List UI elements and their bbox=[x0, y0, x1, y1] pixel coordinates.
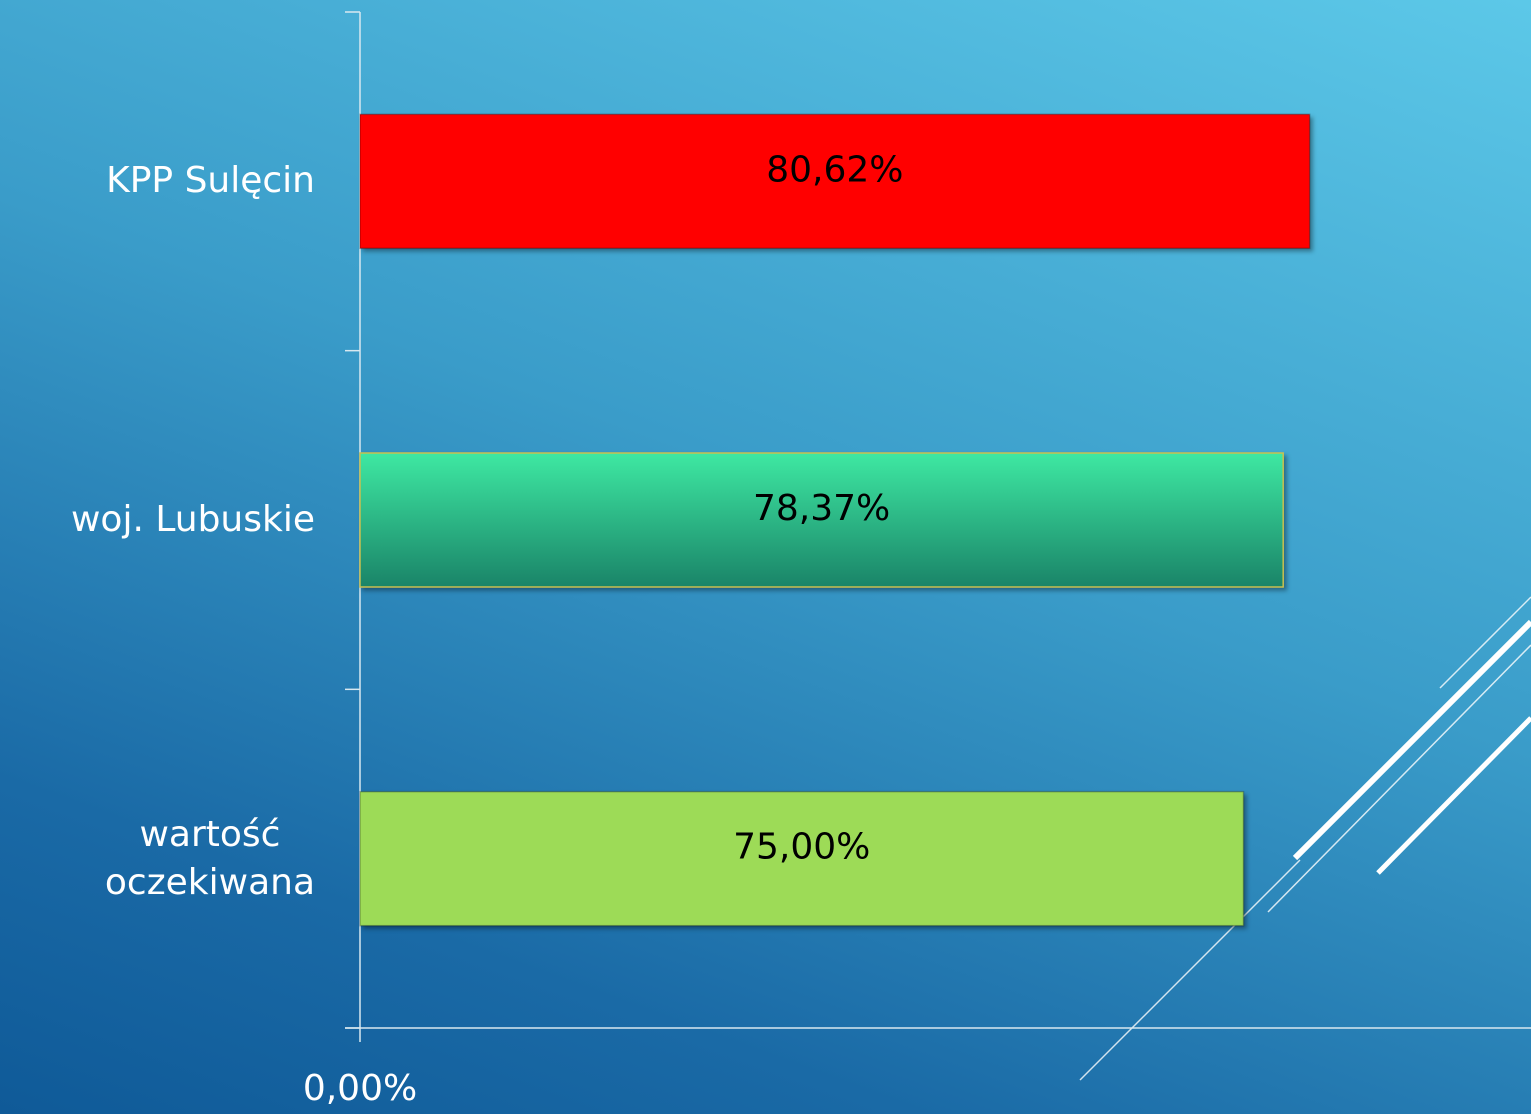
y-tick-label: wartość oczekiwana bbox=[104, 813, 315, 903]
y-tick-label: woj. Lubuskie bbox=[70, 499, 315, 540]
value-label: 78,37% bbox=[753, 488, 890, 529]
y-tick-label-box: KPP Sulęcin bbox=[106, 157, 315, 205]
bar bbox=[359, 790, 1245, 927]
decoration bbox=[1079, 596, 1531, 1081]
y-tick-label-box: wartość oczekiwana bbox=[105, 811, 315, 907]
x-tick-label: 0,00% bbox=[303, 1068, 417, 1109]
value-label: 80,62% bbox=[766, 149, 903, 190]
value-label: 75,00% bbox=[733, 827, 870, 868]
bar bbox=[359, 113, 1311, 250]
bar bbox=[359, 452, 1284, 588]
y-tick-label-box: woj. Lubuskie bbox=[71, 496, 315, 544]
y-tick-label: KPP Sulęcin bbox=[106, 160, 315, 202]
